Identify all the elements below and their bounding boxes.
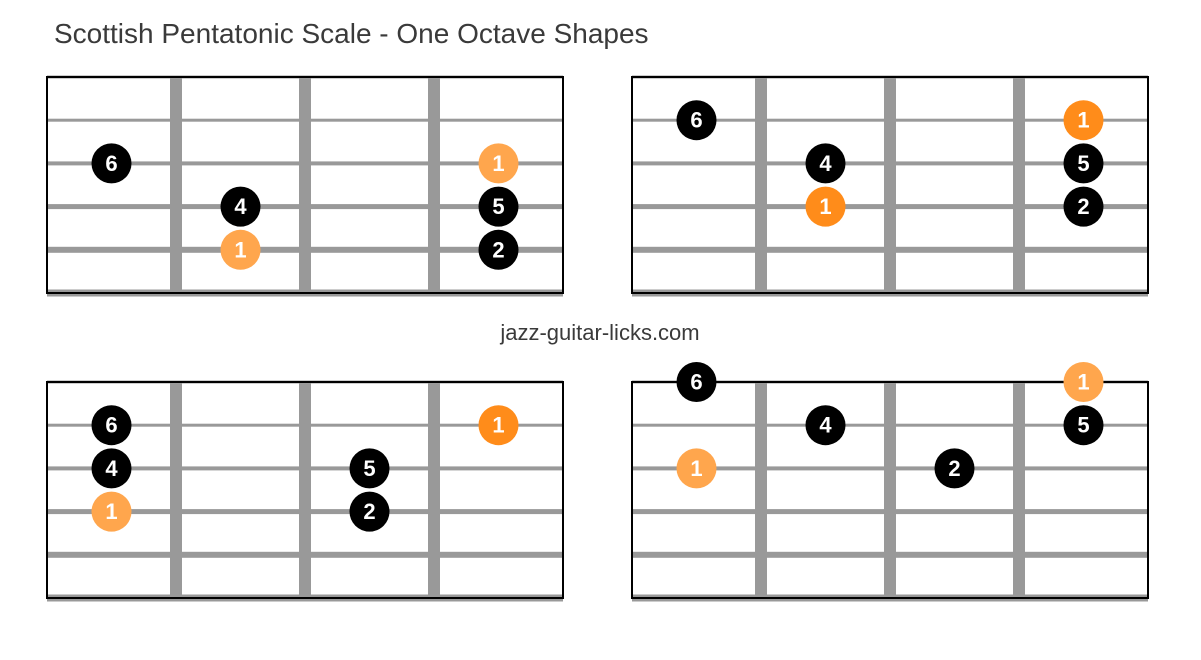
scale-dot-label: 5 [363,456,375,481]
fret-1 [755,382,767,598]
scale-dot-label: 1 [234,237,246,262]
scale-dot-label: 2 [363,499,375,524]
watermark-text: jazz-guitar-licks.com [450,320,750,346]
fret-1 [170,382,182,598]
scale-dot-label: 6 [690,108,702,133]
fret-2 [884,77,896,293]
scale-dot-label: 1 [1077,108,1089,133]
fretboard-diagram-4: 614215 [630,380,1150,600]
scale-dot-label: 1 [105,499,117,524]
scale-dot-label: 6 [105,151,117,176]
scale-dot-label: 4 [819,413,832,438]
fret-1 [170,77,182,293]
scale-dot-label: 4 [234,194,247,219]
fret-3 [1013,77,1025,293]
page-title: Scottish Pentatonic Scale - One Octave S… [54,18,649,50]
scale-dot-label: 5 [492,194,504,219]
scale-dot-label: 1 [690,456,702,481]
scale-dot-label: 4 [105,456,118,481]
scale-dot-label: 2 [1077,194,1089,219]
fretboard-diagram-2: 6 4 1 1 5 2 [630,75,1150,295]
scale-dot-label: 2 [948,456,960,481]
fret-3 [1013,382,1025,598]
scale-dot-label: 1 [1077,370,1089,395]
fretboard-diagram-3: 6 4 1 5 2 1 [45,380,565,600]
scale-dot-label: 2 [492,237,504,262]
fret-2 [299,382,311,598]
fretboard-diagram-1: 6 4 1 1 5 2 [45,75,565,295]
fret-1 [755,77,767,293]
scale-dot-label: 1 [492,151,504,176]
scale-dot-label: 6 [690,370,702,395]
scale-dot-label: 5 [1077,413,1089,438]
fret-3 [428,77,440,293]
scale-dot-label: 4 [819,151,832,176]
scale-dot-label: 1 [819,194,831,219]
fret-2 [299,77,311,293]
scale-dot-label: 5 [1077,151,1089,176]
fret-2 [884,382,896,598]
scale-dot-label: 6 [105,413,117,438]
scale-dot-label: 1 [492,413,504,438]
fret-3 [428,382,440,598]
